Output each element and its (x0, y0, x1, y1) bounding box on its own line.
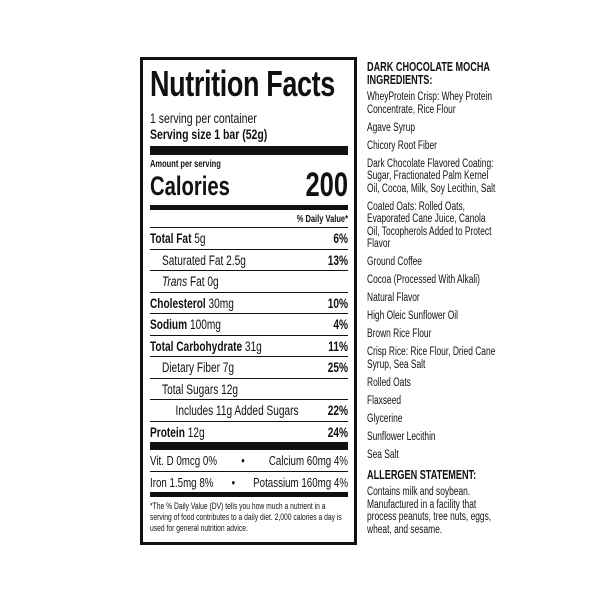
calories-value: 200 (305, 166, 348, 204)
nutrient-name: Includes 11g Added Sugars (175, 403, 299, 418)
ingredient-item: Sea Salt (367, 448, 399, 461)
nutrient-amount: 30mg (208, 295, 234, 311)
nutrient-amount: 31g (244, 338, 262, 354)
nutrient-row-total-sugars: Total Sugars 12g (150, 377, 348, 400)
ingredient-item: Brown Rice Flour (367, 328, 432, 340)
nutrient-row-total-fat: Total Fat 5g 6% (150, 227, 348, 249)
nutrient-row-added-sugars: Includes 11g Added Sugars 22% (150, 399, 348, 421)
nutrient-name: Sodium (150, 317, 188, 332)
nutrient-amount: 12g (187, 424, 205, 440)
ingredient-item: Glycerine (367, 412, 403, 425)
ingredients-heading: DARK CHOCOLATE MOCHA INGREDIENTS: (367, 60, 490, 87)
nutrient-name: Trans (162, 274, 188, 289)
nutrient-dv: 25% (327, 360, 348, 375)
nutrient-amount: 100mg (189, 317, 221, 332)
ingredient-item: Flaxseed (367, 394, 402, 407)
nutrient-row-cholesterol: Cholesterol 30mg 10% (150, 291, 348, 314)
footnote: *The % Daily Value (DV) tells you how mu… (150, 501, 342, 533)
nutrient-dv: 13% (327, 252, 348, 268)
nutrient-dv: 11% (328, 338, 348, 354)
ingredient-item: Coated Oats: Rolled Oats, Evaporated Can… (367, 200, 492, 251)
nutrient-name: Total Sugars (162, 381, 219, 397)
vitamins-section: Vit. D 0mcg 0% • Calcium 60mg 4% Iron 1.… (150, 450, 348, 492)
nutrient-row-dietary-fiber: Dietary Fiber 7g 25% (150, 356, 348, 378)
ingredients-list: WheyProtein Crisp: Whey Protein Concentr… (367, 91, 497, 461)
nutrient-dv: 4% (333, 317, 348, 332)
divider-medium (150, 205, 348, 210)
divider-thick (150, 442, 348, 450)
nutrient-amount: 0g (207, 274, 219, 289)
ingredient-item: Rolled Oats (367, 376, 411, 389)
nutrient-name: Cholesterol (150, 295, 206, 311)
vitamin-row: Vit. D 0mcg 0% • Calcium 60mg 4% (150, 450, 348, 471)
ingredient-item: Ground Coffee (367, 256, 422, 268)
daily-value-header: % Daily Value* (296, 214, 348, 225)
nutrient-dv: 10% (327, 295, 348, 311)
allergen-heading: ALLERGEN STATEMENT: (367, 468, 477, 482)
nutrient-name: Total Fat (150, 231, 192, 246)
ingredient-item: Sunflower Lecithin (367, 430, 436, 443)
label-title: Nutrition Facts (150, 63, 335, 104)
nutrient-name-suffix: Fat (189, 274, 205, 289)
ingredients-panel: DARK CHOCOLATE MOCHA INGREDIENTS: WheyPr… (367, 61, 497, 542)
nutrient-row-protein: Protein 12g 24% (150, 420, 348, 443)
serving-size: Serving size 1 bar (52g) (150, 126, 268, 142)
servings-per-container: 1 serving per container (150, 110, 257, 126)
nutrient-name: Total Carbohydrate (150, 338, 243, 354)
nutrient-name: Protein (150, 424, 185, 440)
ingredient-item: Crisp Rice: Rice Flour, Dried Cane Syrup… (367, 346, 496, 371)
vitamin-left: Iron 1.5mg 8% (150, 474, 214, 490)
vitamin-left: Vit. D 0mcg 0% (150, 453, 218, 468)
nutrient-row-saturated-fat: Saturated Fat 2.5g 13% (150, 248, 348, 271)
ingredient-item: Agave Syrup (367, 121, 416, 134)
nutrient-dv: 6% (333, 231, 348, 246)
nutrient-amount: 2.5g (226, 252, 246, 268)
nutrient-amount: 7g (222, 360, 235, 375)
vitamin-right: Potassium 160mg 4% (253, 474, 348, 490)
allergen-statement: Contains milk and soybean. Manufactured … (367, 486, 492, 536)
nutrition-facts-label: Nutrition Facts 1 serving per container … (140, 57, 357, 545)
nutrient-amount: 5g (194, 231, 206, 246)
nutrient-row-sodium: Sodium 100mg 4% (150, 313, 348, 335)
nutrient-row-trans-fat: Trans Fat 0g (150, 270, 348, 292)
nutrient-name: Saturated Fat (162, 252, 224, 268)
vitamin-right: Calcium 60mg 4% (268, 453, 348, 468)
bullet-separator: • (241, 453, 245, 468)
ingredient-item: Dark Chocolate Flavored Coating: Sugar, … (367, 157, 496, 195)
ingredient-item: Natural Flavor (367, 292, 420, 304)
vitamin-row: Iron 1.5mg 8% • Potassium 160mg 4% (150, 470, 348, 493)
ingredient-item: High Oleic Sunflower Oil (367, 310, 458, 322)
ingredient-item: Chicory Root Fiber (367, 139, 437, 152)
nutrient-dv: 24% (327, 424, 348, 440)
bullet-separator: • (231, 474, 235, 490)
nutrient-dv: 22% (327, 403, 348, 418)
ingredient-item: Cocoa (Processed With Alkali) (367, 274, 480, 286)
divider-thick (150, 146, 348, 155)
nutrient-name: Dietary Fiber (162, 360, 220, 375)
nutrient-amount: 12g (221, 381, 239, 397)
calories-row: Calories 200 (150, 166, 348, 204)
divider-medium (150, 492, 348, 497)
ingredient-item: WheyProtein Crisp: Whey Protein Concentr… (367, 91, 493, 116)
nutrient-row-total-carbohydrate: Total Carbohydrate 31g 11% (150, 334, 348, 357)
calories-label: Calories (150, 171, 230, 201)
amount-per-serving: Amount per serving (150, 159, 221, 170)
